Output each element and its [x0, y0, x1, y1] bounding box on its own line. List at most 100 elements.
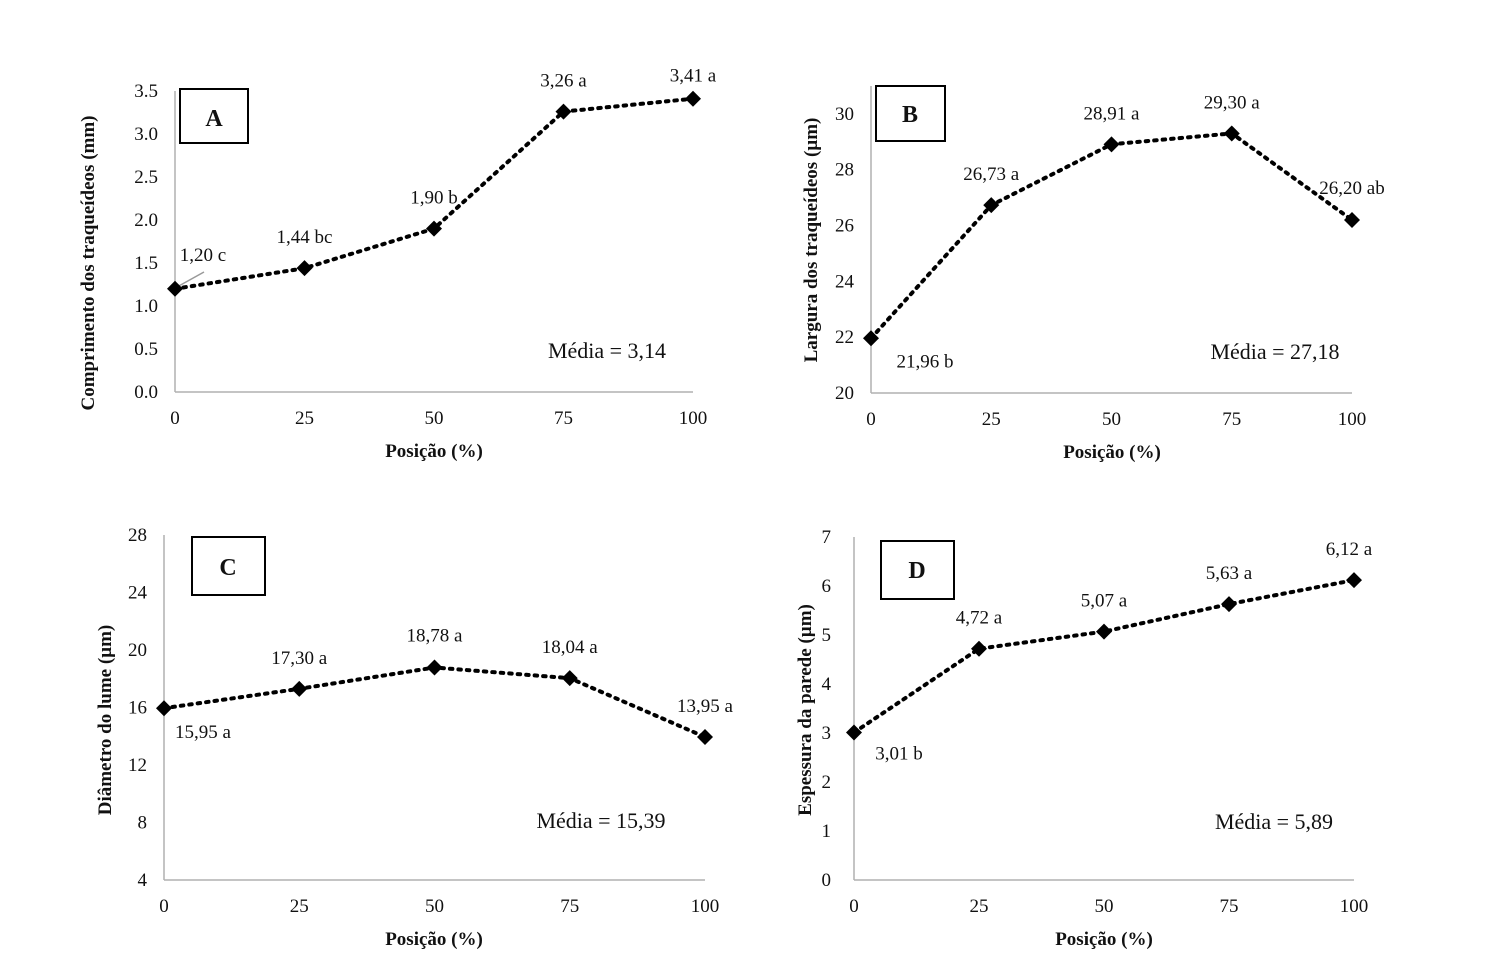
mean-annotation: Média = 5,89	[1215, 809, 1333, 834]
y-tick-label: 1.5	[134, 253, 158, 274]
mean-annotation: Média = 3,14	[548, 338, 666, 363]
x-axis-label: Posição (%)	[1055, 929, 1153, 950]
y-axis-label: Diâmetro do lume (µm)	[95, 625, 116, 816]
data-labels: 1,20 c 1,44 bc 1,90 b 3,26 a 3,41 a	[180, 66, 717, 266]
y-axis-label: Espessura da parede (µm)	[795, 604, 816, 816]
data-label: 6,12 a	[1326, 539, 1373, 560]
data-point-marker	[1221, 596, 1237, 613]
data-point-marker	[1096, 623, 1112, 640]
y-tick-label: 30	[835, 104, 854, 125]
y-tick-label: 16	[128, 698, 147, 719]
data-labels: 21,96 b 26,73 a 28,91 a 29,30 a 26,20 ab	[897, 92, 1385, 372]
x-tick-label: 50	[1102, 409, 1121, 430]
x-axis-label: Posição (%)	[1063, 442, 1161, 463]
y-tick-labels: 20 22 24 26 28 30	[835, 104, 855, 404]
data-label: 13,95 a	[677, 696, 734, 717]
y-tick-label: 2.5	[134, 167, 158, 188]
y-tick-label: 4	[822, 674, 832, 695]
panel-label-box	[179, 88, 249, 144]
data-label: 4,72 a	[956, 608, 1003, 629]
y-tick-label: 3.0	[134, 124, 158, 145]
data-point-marker	[296, 260, 313, 277]
mean-annotation: Média = 15,39	[536, 808, 665, 833]
x-tick-label: 75	[1220, 896, 1239, 917]
data-label: 21,96 b	[897, 351, 954, 372]
y-tick-label: 0.0	[134, 382, 158, 403]
data-label: 26,20 ab	[1319, 178, 1384, 199]
data-label: 1,90 b	[410, 188, 458, 209]
x-tick-label: 100	[1338, 409, 1367, 430]
y-tick-label: 4	[138, 870, 148, 891]
data-markers	[167, 90, 701, 297]
x-tick-label: 25	[295, 408, 314, 429]
x-tick-labels: 0 25 50 75 100	[170, 408, 707, 429]
y-tick-label: 2.0	[134, 210, 158, 231]
x-tick-label: 100	[691, 896, 720, 917]
chart-panel-b: 20 22 24 26 28 30 0 25 50 75 100 21,96 b 26,73 a 28…	[801, 85, 1385, 463]
data-markers	[846, 572, 1362, 741]
y-tick-label: 0	[822, 870, 832, 891]
x-tick-labels: 0 25 50 75 100	[866, 409, 1366, 430]
data-label: 28,91 a	[1084, 103, 1141, 124]
y-tick-label: 5	[822, 625, 832, 646]
data-label: 5,63 a	[1206, 563, 1253, 584]
x-tick-labels: 0 25 50 75 100	[159, 896, 719, 917]
y-tick-label: 20	[835, 383, 854, 404]
y-axis-label: Comprimento dos traqueídeos (mm)	[78, 115, 99, 410]
x-tick-label: 25	[290, 896, 309, 917]
data-point-marker	[291, 680, 308, 697]
x-tick-label: 0	[849, 896, 859, 917]
y-tick-label: 26	[835, 216, 854, 237]
y-tick-label: 1.0	[134, 296, 158, 317]
data-label: 3,26 a	[540, 71, 587, 92]
data-point-marker	[863, 330, 879, 347]
y-tick-labels: 0 1 2 3 4 5 6 7	[822, 527, 832, 891]
data-point-marker	[846, 724, 862, 741]
data-labels: 15,95 a 17,30 a 18,78 a 18,04 a 13,95 a	[175, 626, 734, 744]
y-axis-label: Largura dos traqueídeos (µm)	[801, 118, 822, 363]
y-tick-labels: 0.0 0.5 1.0 1.5 2.0 2.5 3.0 3.5	[134, 81, 158, 403]
data-point-marker	[561, 670, 578, 687]
x-tick-label: 50	[425, 896, 444, 917]
data-point-marker	[555, 103, 572, 120]
data-label: 1,20 c	[180, 245, 226, 266]
data-point-marker	[685, 90, 701, 107]
data-point-marker	[1103, 136, 1120, 153]
x-tick-label: 25	[970, 896, 989, 917]
y-tick-label: 22	[835, 327, 854, 348]
y-tick-label: 20	[128, 640, 147, 661]
y-tick-label: 0.5	[134, 339, 158, 360]
y-tick-label: 3.5	[134, 81, 158, 102]
x-tick-label: 50	[1095, 896, 1114, 917]
y-tick-label: 6	[822, 576, 832, 597]
panel-label: B	[902, 102, 918, 128]
data-point-marker	[971, 640, 987, 657]
x-tick-label: 75	[1222, 409, 1241, 430]
x-tick-label: 100	[1340, 896, 1369, 917]
data-labels: 3,01 b 4,72 a 5,07 a 5,63 a 6,12 a	[875, 539, 1373, 764]
data-markers	[863, 125, 1360, 347]
panel-label: D	[908, 558, 925, 584]
data-label: 26,73 a	[963, 164, 1020, 185]
y-tick-label: 7	[822, 527, 832, 548]
data-point-marker	[426, 659, 443, 676]
data-label: 5,07 a	[1081, 591, 1128, 612]
chart-panel-c: 4 8 12 16 20 24 28 0 25 50 75 100 15,95 a 17,30 a 18…	[95, 525, 734, 950]
x-tick-label: 75	[554, 408, 573, 429]
y-tick-label: 12	[128, 755, 147, 776]
data-markers	[156, 659, 713, 745]
data-point-marker	[1346, 572, 1362, 589]
data-point-marker	[697, 728, 713, 745]
label-leader-line	[176, 271, 205, 288]
data-point-marker	[156, 700, 172, 717]
x-tick-label: 0	[170, 408, 180, 429]
x-axis-label: Posição (%)	[385, 441, 483, 462]
y-tick-label: 28	[835, 160, 854, 181]
panel-label-box	[880, 540, 955, 600]
data-point-marker	[167, 280, 183, 297]
x-tick-label: 50	[425, 408, 444, 429]
x-tick-label: 0	[159, 896, 169, 917]
series-line	[852, 578, 1356, 735]
chart-panel-d: 0 1 2 3 4 5 6 7 0 25 50 75 100 3,01 b 4,72 a 5,07 a 5,…	[795, 527, 1373, 950]
panel-label: C	[219, 555, 236, 581]
